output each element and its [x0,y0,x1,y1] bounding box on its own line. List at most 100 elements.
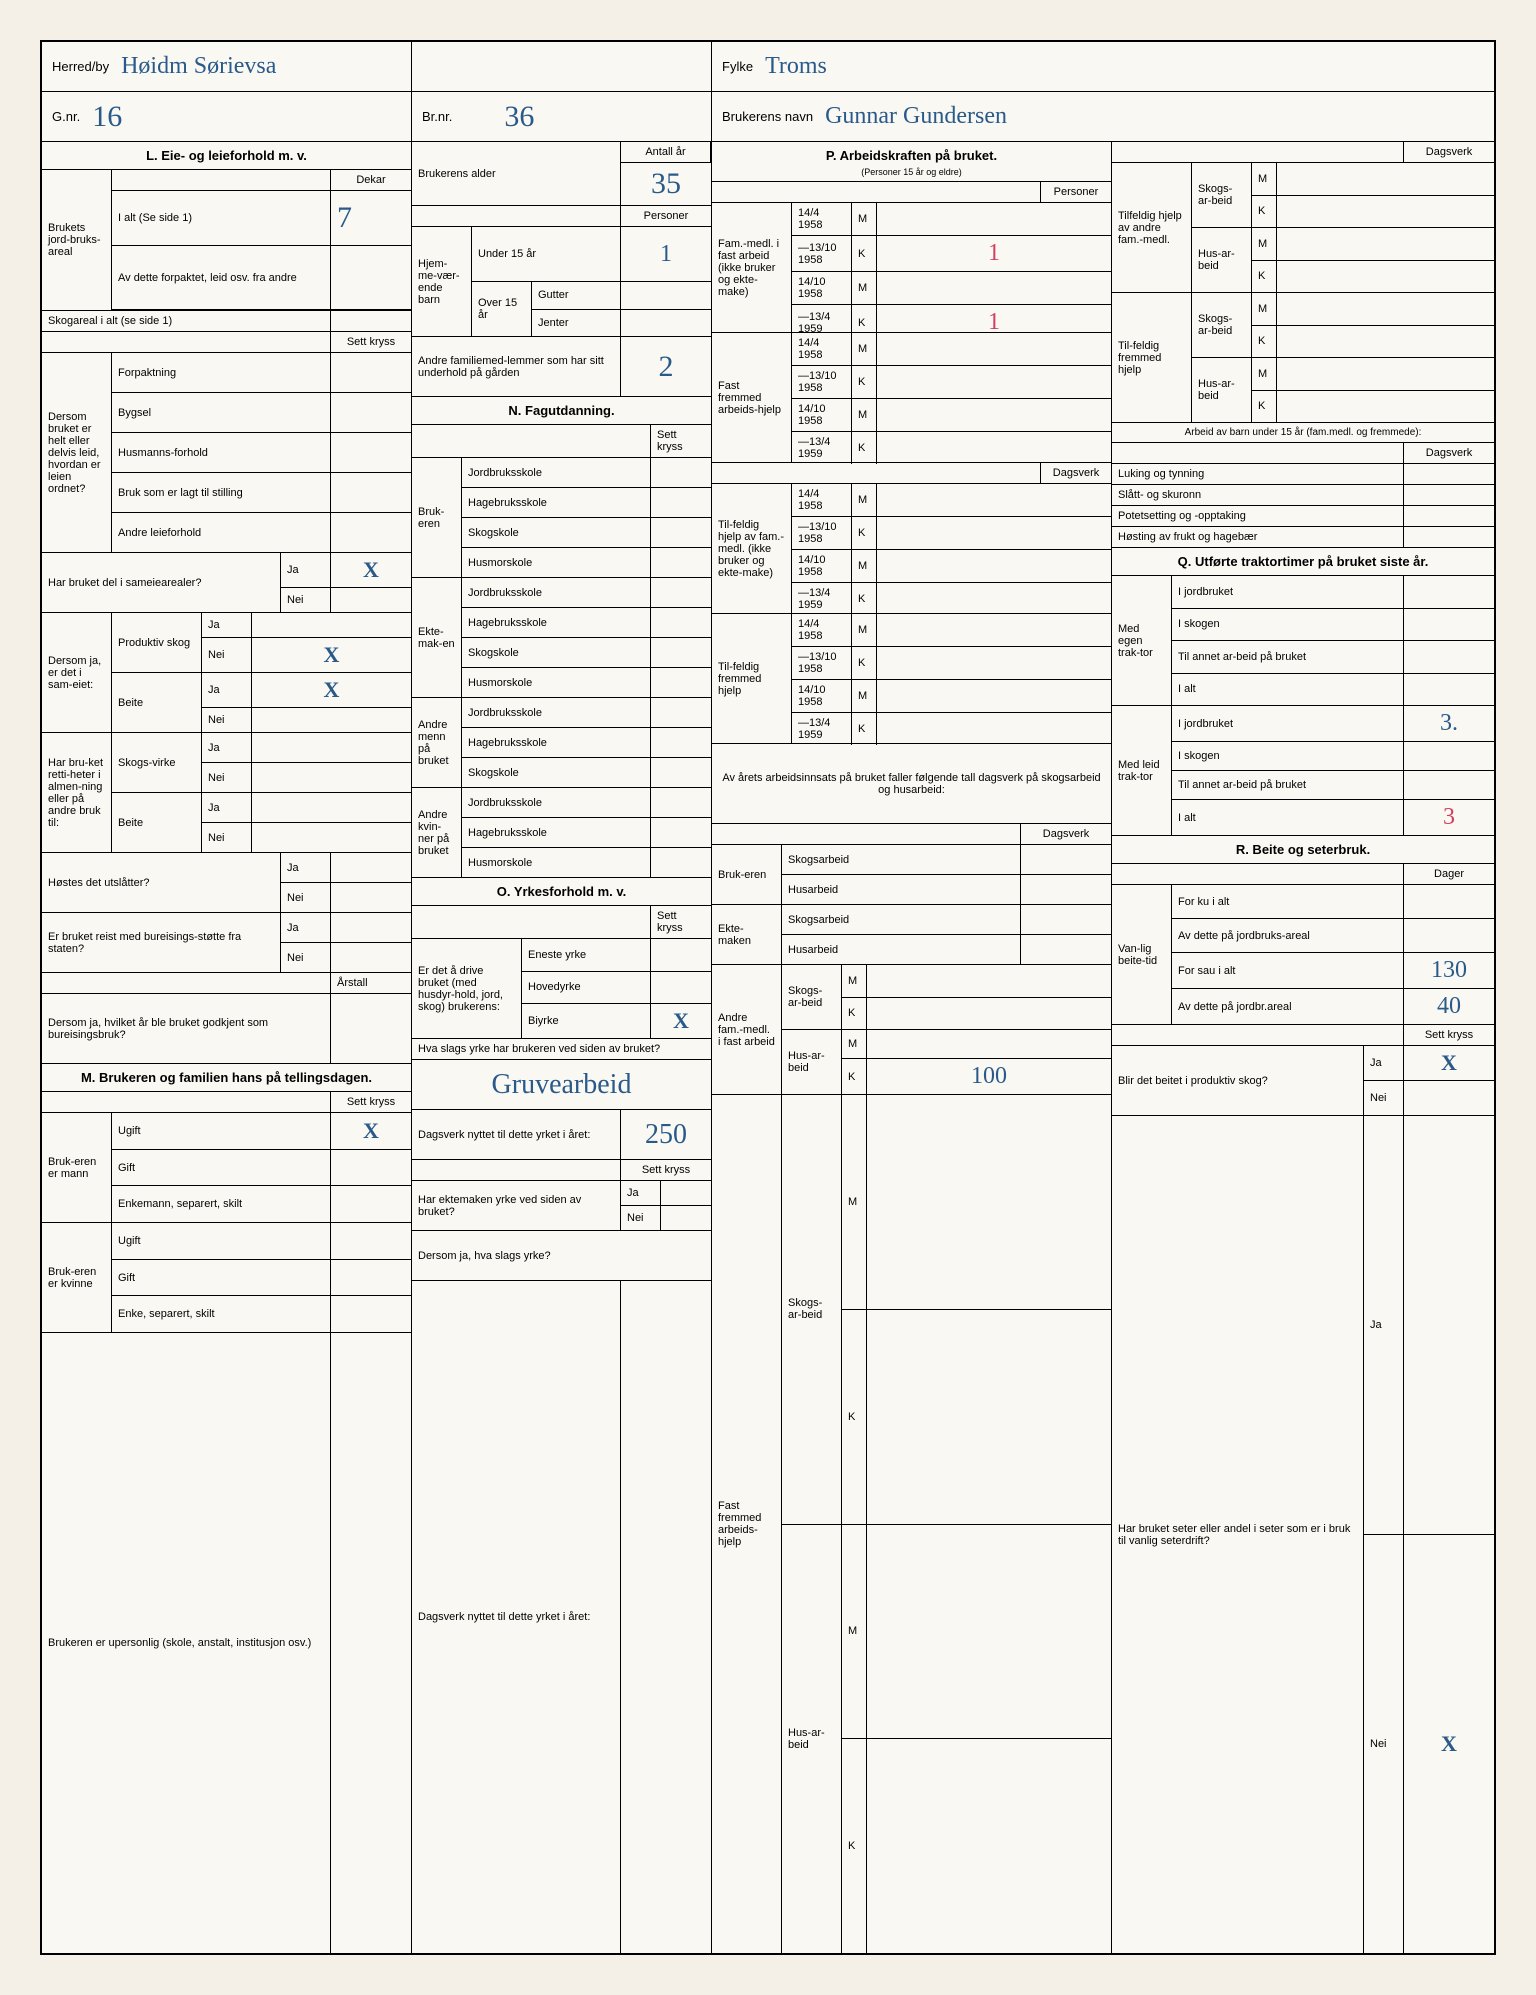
l-sameie-x: X [363,557,379,583]
o-settkryss2: Sett kryss [621,1160,711,1180]
fylke-label: Fylke [722,59,753,74]
p-d4c: —13/4 1959 [792,583,852,615]
q-jord1: I jordbruket [1172,576,1404,608]
p-m6: M [852,550,877,582]
n-antallar: Antall år [621,142,711,163]
p-subtitle: (Personer 15 år og eldre) [712,163,1111,182]
m-ugift: Ugift [112,1113,331,1149]
p-m2: M [852,272,877,304]
l-ja1: Ja [281,553,331,587]
p-skog3: Skogs-ar-beid [782,965,842,1029]
q-skog4: I skogen [1172,742,1404,770]
p-dagsverk1: Dagsverk [1041,463,1111,483]
p-d3b: 14/10 1958 [792,399,852,431]
n-hm4: Husmorskole [462,848,651,877]
l-ja5: Ja [202,793,252,822]
l-prodskog: Produktiv skog [112,613,202,672]
q-skog2: Skogs-ar-beid [1192,293,1252,357]
l-dersom: Dersom bruket er helt eller delvis leid,… [42,353,112,552]
p-dagsverk2: Dagsverk [1021,824,1111,844]
o-biyrke-x: X [673,1008,689,1034]
o-dagsverk2: Dagsverk nyttet til dette yrket i året: [412,1281,621,1953]
p-m1: M [852,203,877,235]
p-d3a: 14/10 1958 [792,272,852,304]
r-avdettesau: Av dette på jordbr.areal [1172,989,1404,1024]
p-d1c: 14/4 1958 [792,484,852,516]
r-sau-val: 130 [1431,957,1467,984]
p-d3c: 14/10 1958 [792,550,852,582]
q-medleid: Med leid trak-tor [1112,706,1172,835]
l-ja6: Ja [281,853,331,882]
l-beite: Beite [112,673,202,732]
n-sk3: Skogskole [462,758,651,787]
p-k5: K [852,517,877,549]
l-forpaktning: Forpaktning [112,353,331,392]
r-vanlig: Van-lig beite-tid [1112,885,1172,1024]
l-ialt-val: 7 [337,201,352,235]
q-valjord: 3. [1440,710,1458,737]
l-ja2: Ja [202,613,252,637]
l-dersomja: Dersom ja, er det i sam-eiet: [42,613,112,732]
q-tilfeldigf: Til-feldig fremmed hjelp [1112,293,1192,422]
l-beite-x: X [324,677,340,703]
l-hostes: Høstes det utslåtter? [42,853,281,912]
p-skog4: Skogs-ar-beid [782,1095,842,1524]
o-ja: Ja [621,1181,661,1205]
q-k4: K [1252,391,1277,423]
o-settkryss: Sett kryss [651,906,711,938]
r-beitet-x: X [1441,1050,1457,1076]
p-hus4: Hus-ar-beid [782,1525,842,1954]
m-mann: Bruk-eren er mann [42,1113,112,1222]
n-u15: Under 15 år [472,227,621,281]
q-dagsverk1: Dagsverk [1404,142,1494,162]
l-nei3: Nei [202,708,252,732]
p-d1a: 14/4 1958 [792,203,852,235]
q-skog1: Skogs-ar-beid [1192,163,1252,227]
n-jenter: Jenter [532,310,621,337]
n-brukeren: Bruk-eren [412,458,462,577]
n-andrekvinner: Andre kvin-ner på bruket [412,788,462,877]
l-nei5: Nei [202,823,252,852]
l-title: L. Eie- og leieforhold m. v. [42,142,411,170]
p-d2c: —13/10 1958 [792,517,852,549]
q-skog3: I skogen [1172,609,1404,641]
brnr-label: Br.nr. [422,109,452,124]
r-seter-q: Har bruket seter eller andel i seter som… [1112,1116,1364,1953]
m-gift2: Gift [112,1260,331,1296]
q-k1: K [1252,196,1277,228]
p-val-k1: 1 [988,240,1000,267]
n-title: N. Fagutdanning. [412,397,711,425]
herred-label: Herred/by [52,59,109,74]
col-m: Brukerens alder Antall år 35 Personer Hj… [412,142,712,1953]
r-forku: For ku i alt [1172,885,1404,918]
l-dekar: Dekar [331,170,411,190]
p-k9: K [842,998,867,1030]
q-m4: M [1252,358,1277,390]
r-avdetteku: Av dette på jordbruks-areal [1172,919,1404,952]
l-skogareal: Skogareal i alt (se side 1) [42,311,331,331]
o-dersomja: Dersom ja, hva slags yrke? [412,1231,711,1281]
col-q: Dagsverk Tilfeldig hjelp av andre fam.-m… [1112,142,1494,1953]
r-sau2-val: 40 [1437,993,1461,1020]
n-andremenn: Andre menn på bruket [412,698,462,787]
q-hus1: Hus-ar-beid [1192,228,1252,292]
l-skogsvirke: Skogs-virke [112,733,202,792]
q-k2: K [1252,261,1277,293]
col-p: P. Arbeidskraften på bruket. (Personer 1… [712,142,1112,1953]
p-m5: M [852,484,877,516]
q-m1: M [1252,163,1277,195]
r-nei2: Nei [1364,1535,1404,1953]
q-potet: Potetsetting og -opptaking [1112,506,1404,526]
l-avdette: Av dette forpaktet, leid osv. fra andre [112,246,331,309]
p-k11: K [842,1310,867,1524]
header-row-1: Herred/by Høidm Sørievsa Fylke Troms [42,42,1494,92]
r-ja1: Ja [1364,1046,1404,1080]
r-settkryss: Sett kryss [1404,1025,1494,1045]
p-m11: M [842,1095,867,1309]
p-m7: M [852,614,877,646]
n-andrefam: Andre familiemed-lemmer som har sitt und… [412,337,621,396]
n-andrefam-val: 2 [659,350,674,384]
n-jb1: Jordbruksskole [462,458,651,487]
p-skog1: Skogsarbeid [782,845,1021,874]
col-l: L. Eie- og leieforhold m. v. Brukets jor… [42,142,412,1953]
